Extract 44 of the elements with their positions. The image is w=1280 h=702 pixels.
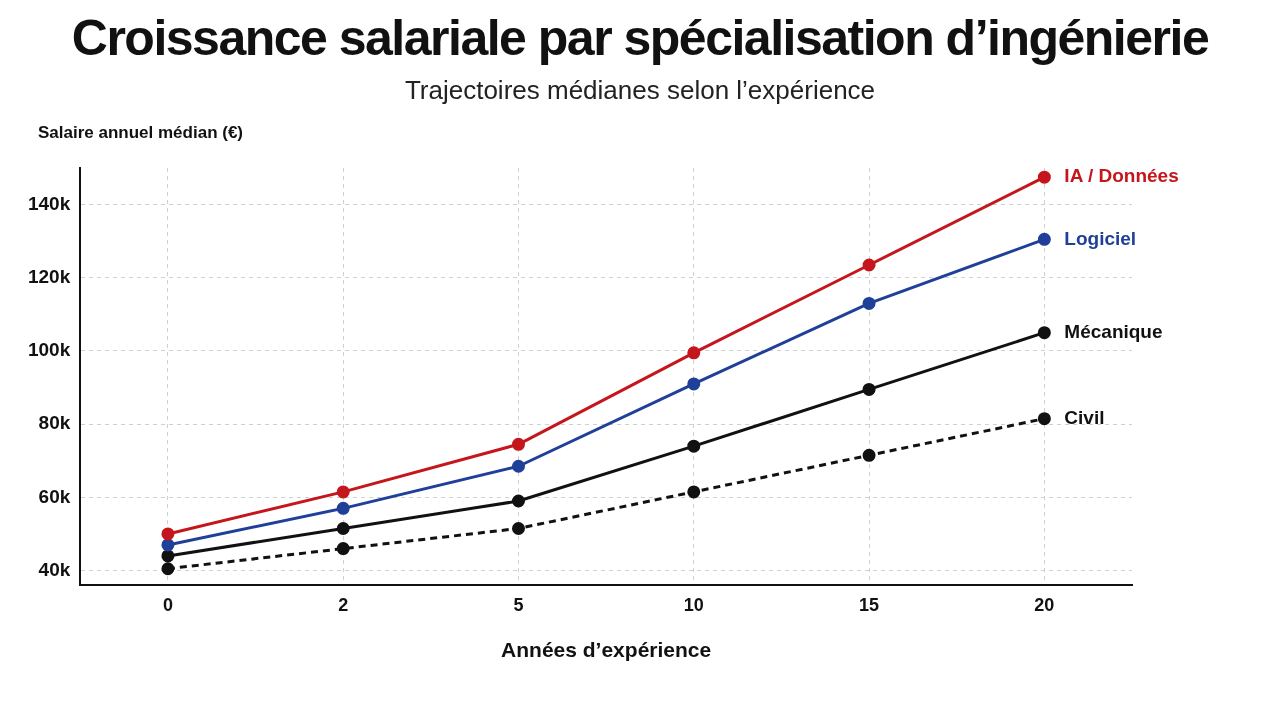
point (511, 459, 525, 473)
point (511, 437, 525, 451)
point (687, 439, 701, 453)
x-tick-label: 5 (513, 594, 524, 615)
chart-subtitle: Trajectoires médianes selon l’expérience (403, 74, 877, 107)
series-label: Logiciel (1064, 227, 1137, 249)
y-tick-label: 40k (38, 558, 71, 580)
point (336, 485, 350, 499)
x-tick-label: 15 (859, 594, 880, 615)
point (862, 296, 876, 310)
point (336, 542, 350, 556)
y-tick-label: 80k (38, 412, 71, 434)
point (161, 549, 175, 563)
series-label: Mécanique (1064, 320, 1163, 342)
point (336, 501, 350, 515)
point (862, 448, 876, 462)
y-tick-label: 140k (27, 192, 71, 214)
x-tick-label: 0 (162, 594, 173, 615)
x-axis-title: Années d’expérience (501, 638, 712, 662)
x-tick-label: 20 (1034, 594, 1055, 615)
x-tick-label: 2 (338, 594, 349, 615)
point (687, 485, 701, 499)
x-tick-label: 10 (683, 594, 704, 615)
chart-title: Croissance salariale par spécialisation d’ingénierie (70, 9, 1210, 68)
point (511, 521, 525, 535)
point (336, 521, 350, 535)
point (511, 494, 525, 508)
point (687, 377, 701, 391)
point (1037, 232, 1051, 246)
y-tick-label: 60k (38, 485, 71, 507)
point (161, 562, 175, 576)
point (1037, 326, 1051, 340)
point (161, 538, 175, 552)
point (1037, 170, 1051, 184)
y-tick-label: 120k (27, 266, 71, 288)
series-label: Civil (1064, 406, 1105, 428)
point (161, 527, 175, 541)
point (862, 382, 876, 396)
point (687, 346, 701, 360)
point (1037, 412, 1051, 426)
y-tick-label: 100k (27, 339, 71, 361)
series-label: IA / Données (1064, 165, 1179, 187)
y-axis-title: Salaire annuel médian (€) (38, 123, 244, 142)
point (862, 258, 876, 272)
